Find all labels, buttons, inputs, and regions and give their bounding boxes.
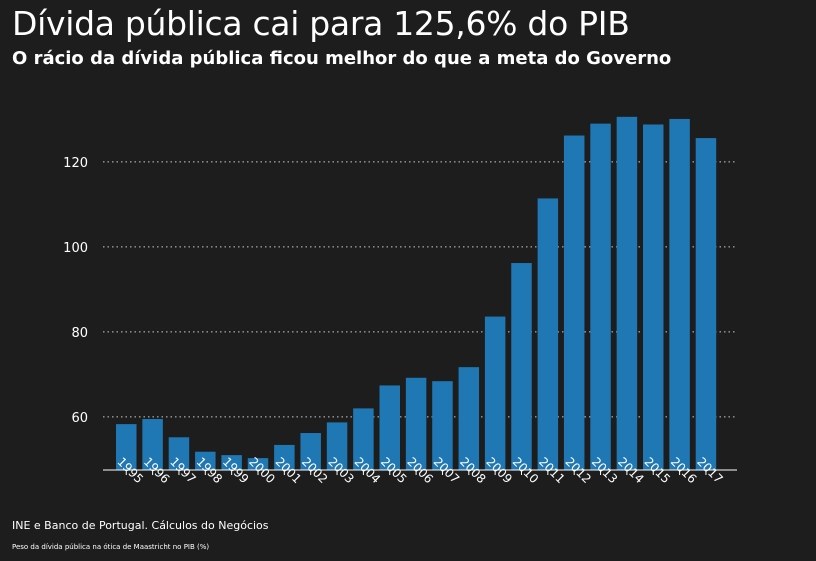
bar <box>195 451 216 470</box>
bar <box>432 381 453 470</box>
bar <box>590 123 611 470</box>
bar <box>669 118 690 470</box>
bars <box>116 116 717 471</box>
bar <box>484 316 506 470</box>
bar <box>405 377 427 470</box>
bar <box>142 419 163 470</box>
bar <box>616 116 638 470</box>
bar <box>221 455 242 470</box>
bar <box>643 124 664 470</box>
bar <box>247 458 269 470</box>
y-tick-label: 120 <box>63 156 88 171</box>
chart-subtitle: O rácio da dívida pública ficou melhor d… <box>12 48 672 69</box>
bar <box>458 367 480 470</box>
y-axis-ticks: 60 80 100 120 <box>63 156 88 426</box>
bar <box>300 433 321 470</box>
source-note: INE e Banco de Portugal. Cálculos do Neg… <box>12 519 269 532</box>
bar <box>353 408 374 470</box>
measure-note: Peso da dívida pública na ótica de Maast… <box>12 543 210 551</box>
bar <box>695 138 717 470</box>
bar <box>379 385 400 470</box>
y-tick-label: 60 <box>71 411 88 426</box>
chart-title: Dívida pública cai para 125,6% do PIB <box>12 4 630 43</box>
bar <box>563 135 585 470</box>
y-tick-label: 80 <box>71 326 88 341</box>
bar <box>537 198 559 471</box>
bar <box>274 444 295 470</box>
bar <box>168 437 190 470</box>
bar <box>116 424 137 470</box>
y-tick-label: 100 <box>63 241 88 256</box>
bar <box>326 422 348 470</box>
bar <box>511 263 532 470</box>
